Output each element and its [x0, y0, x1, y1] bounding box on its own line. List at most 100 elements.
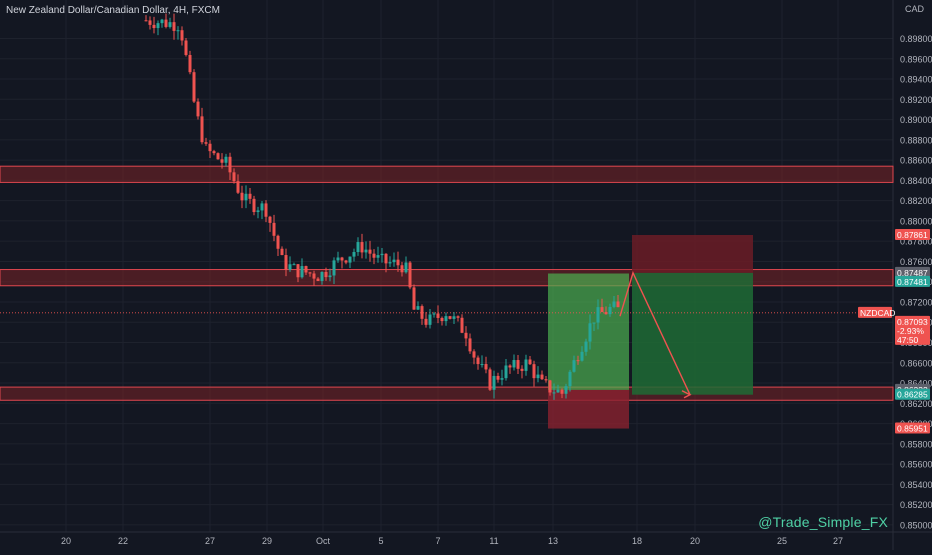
y-tick-label: 0.89600	[900, 54, 932, 64]
candle-body	[496, 375, 500, 380]
price-label: 0.87487	[897, 268, 928, 278]
candle-body	[552, 392, 556, 394]
candle-body	[180, 30, 184, 41]
candle-body	[564, 386, 568, 394]
y-tick-label: 0.86600	[900, 358, 932, 368]
candle-body	[452, 316, 456, 319]
y-tick-label: 0.86200	[900, 399, 932, 409]
price-label-box	[895, 275, 930, 287]
candle-body	[144, 20, 148, 22]
candle-body	[188, 54, 192, 73]
candle-body	[152, 24, 156, 29]
candle-body	[236, 181, 240, 193]
price-label: 0.85951	[897, 424, 928, 434]
candle-body	[484, 364, 488, 370]
candle-body	[608, 306, 612, 315]
candle-body	[176, 30, 180, 32]
candle-body	[208, 143, 212, 152]
candles	[144, 13, 620, 400]
candle-body	[488, 369, 492, 390]
candle-body	[280, 248, 284, 256]
y-tick-label: 0.89400	[900, 75, 932, 85]
y-tick-label: 0.89800	[900, 34, 932, 44]
resistance-zone	[0, 269, 894, 287]
candle-body	[508, 365, 512, 368]
candle-body	[556, 389, 560, 393]
price-label-box	[895, 315, 930, 327]
projection-arrowhead	[681, 390, 692, 399]
x-tick-label: 18	[632, 536, 642, 546]
candle-body	[192, 72, 196, 102]
candle-body	[432, 313, 436, 315]
candle-body	[416, 306, 420, 310]
chart-title: New Zealand Dollar/Canadian Dollar, 4H, …	[6, 5, 220, 16]
candle-body	[448, 316, 452, 319]
candle-body	[576, 360, 580, 362]
price-label-box	[895, 266, 930, 278]
candle-body	[284, 255, 288, 270]
candle-body	[204, 142, 208, 144]
candle-body	[184, 40, 188, 55]
candle-body	[364, 249, 368, 253]
candle-body	[308, 272, 312, 274]
candle-body	[492, 375, 496, 390]
currency-label: CAD	[905, 4, 925, 14]
candle-body	[300, 266, 304, 278]
candle-body	[528, 359, 532, 365]
candle-body	[244, 193, 248, 201]
candle-body	[288, 264, 292, 270]
candle-body	[588, 323, 592, 342]
candle-body	[340, 257, 344, 261]
candle-body	[428, 314, 432, 325]
candle-body	[544, 379, 548, 381]
price-label-box	[895, 422, 930, 434]
candle-body	[524, 359, 528, 371]
candle-body	[604, 311, 608, 315]
y-tick-label: 0.85600	[900, 460, 932, 470]
candle-body	[480, 364, 484, 366]
y-tick-label: 0.87600	[900, 257, 932, 267]
candle-body	[468, 338, 472, 352]
candle-body	[456, 316, 460, 318]
candle-body	[372, 253, 376, 258]
candle-body	[572, 360, 576, 372]
candle-body	[520, 368, 524, 371]
candle-body	[260, 203, 264, 211]
y-tick-label: 0.88600	[900, 156, 932, 166]
candle-body	[560, 389, 564, 394]
x-tick-label: 25	[777, 536, 787, 546]
candle-body	[328, 275, 332, 278]
y-tick-label: 0.89200	[900, 95, 932, 105]
long-position-stop-zone	[548, 389, 629, 429]
candle-body	[500, 378, 504, 380]
candle-body	[600, 307, 604, 312]
watermark: @Trade_Simple_FX	[758, 514, 888, 530]
y-tick-label: 0.87800	[900, 237, 932, 247]
y-tick-label: 0.86400	[900, 379, 932, 389]
candle-body	[220, 159, 224, 163]
candle-body	[368, 249, 372, 254]
x-tick-label: 22	[118, 536, 128, 546]
candle-body	[616, 301, 620, 308]
price-label: -2.93%	[897, 326, 924, 336]
candle-body	[436, 313, 440, 318]
x-tick-label: Oct	[316, 536, 331, 546]
resistance-zone	[0, 165, 894, 183]
candle-body	[476, 357, 480, 365]
candle-body	[596, 307, 600, 323]
candle-body	[380, 253, 384, 256]
candle-body	[240, 192, 244, 201]
candle-body	[160, 19, 164, 24]
candle-body	[196, 101, 200, 117]
y-tick-label: 0.88000	[900, 216, 932, 226]
candle-body	[168, 22, 172, 27]
candle-body	[512, 360, 516, 368]
x-tick-label: 27	[205, 536, 215, 546]
y-tick-label: 0.89000	[900, 115, 932, 125]
candle-body	[272, 222, 276, 236]
candle-body	[324, 271, 328, 278]
candle-body	[612, 301, 616, 307]
candle-body	[212, 151, 216, 154]
